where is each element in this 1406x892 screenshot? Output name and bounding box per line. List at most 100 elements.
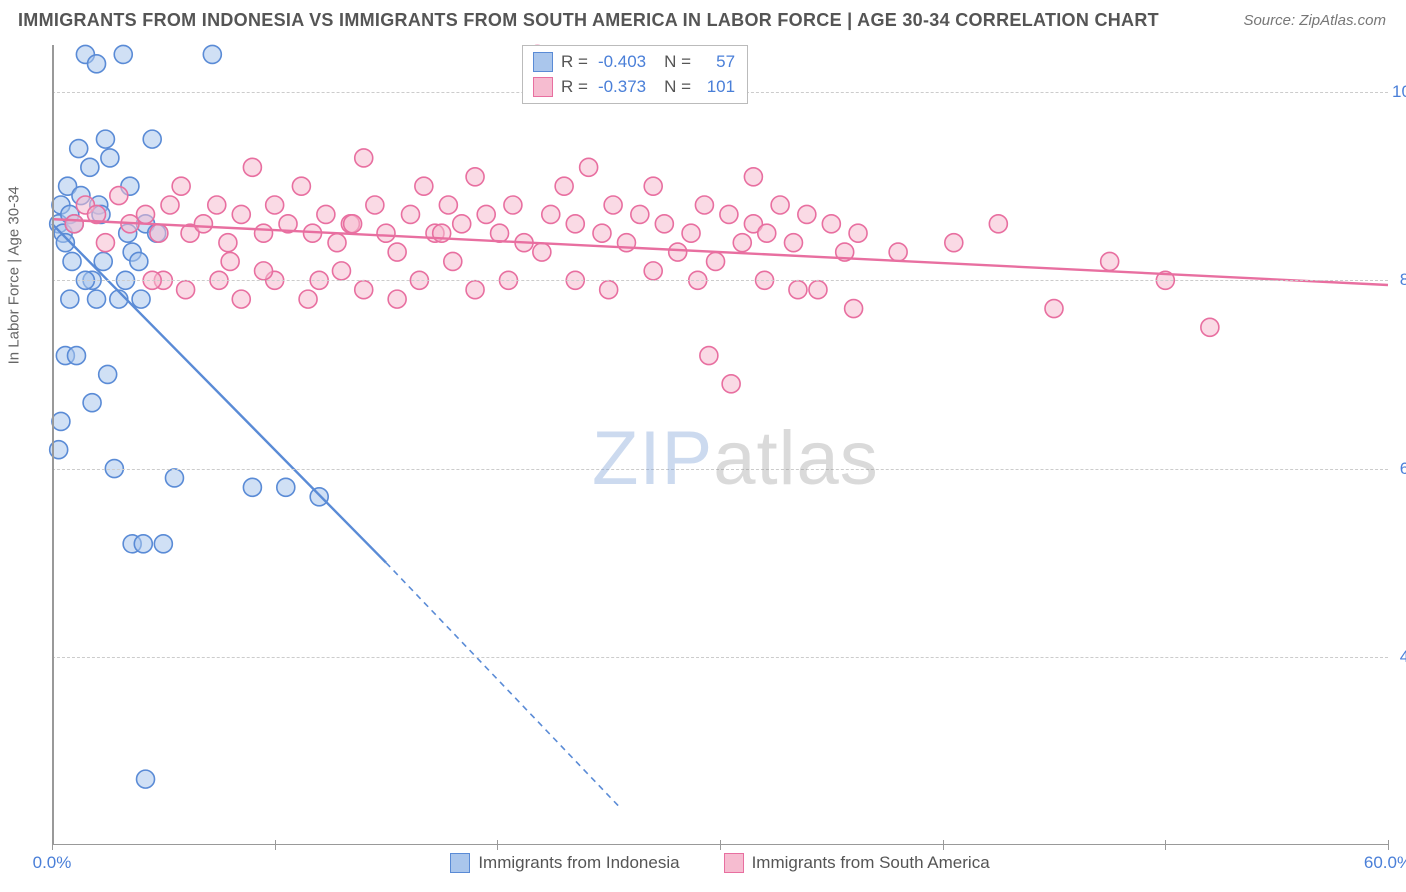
data-point [70,140,88,158]
data-point [63,252,81,270]
trend-line [52,219,1388,285]
data-point [299,290,317,308]
x-tick [1165,840,1166,850]
gridline [52,657,1388,658]
correlation-legend: R = -0.403 N = 57 R = -0.373 N = 101 [522,45,748,104]
data-point [83,394,101,412]
data-point [784,234,802,252]
bottom-legend: Immigrants from Indonesia Immigrants fro… [52,853,1388,873]
data-point [849,224,867,242]
swatch-indonesia [533,52,553,72]
gridline [52,469,1388,470]
bottom-legend-indonesia: Immigrants from Indonesia [450,853,679,873]
data-point [88,290,106,308]
y-tick-label: 40.0% [1392,647,1406,667]
data-point [154,535,172,553]
data-point [355,149,373,167]
data-point [444,252,462,270]
legend-r-label: R = [561,50,588,75]
data-point [504,196,522,214]
swatch-indonesia [450,853,470,873]
data-point [101,149,119,167]
data-point [700,347,718,365]
legend-n-label: N = [664,75,691,100]
data-point [1201,318,1219,336]
scatter-svg [52,45,1388,845]
data-point [137,205,155,223]
data-point [889,243,907,261]
y-axis [52,45,54,845]
x-tick [1388,840,1389,850]
gridline [52,280,1388,281]
data-point [243,478,261,496]
data-point [232,290,250,308]
data-point [491,224,509,242]
legend-r-label: R = [561,75,588,100]
data-point [219,234,237,252]
data-point [99,365,117,383]
data-point [137,770,155,788]
data-point [65,215,83,233]
data-point [439,196,457,214]
data-point [453,215,471,233]
data-point [744,168,762,186]
data-point [96,234,114,252]
data-point [232,205,250,223]
data-point [266,196,284,214]
y-tick-label: 60.0% [1392,459,1406,479]
y-tick-label: 100.0% [1392,82,1406,102]
data-point [593,224,611,242]
data-point [96,130,114,148]
data-point [150,224,168,242]
swatch-southamerica [724,853,744,873]
data-point [377,224,395,242]
data-point [809,281,827,299]
data-point [733,234,751,252]
data-point [566,215,584,233]
y-axis-label: In Labor Force | Age 30-34 [6,186,23,364]
legend-row-indonesia: R = -0.403 N = 57 [533,50,735,75]
chart-title: IMMIGRANTS FROM INDONESIA VS IMMIGRANTS … [18,10,1159,31]
data-point [61,290,79,308]
data-point [81,158,99,176]
data-point [255,262,273,280]
data-point [165,469,183,487]
data-point [695,196,713,214]
data-point [130,252,148,270]
y-tick-label: 80.0% [1392,270,1406,290]
data-point [720,205,738,223]
chart-container: In Labor Force | Age 30-34 40.0%60.0%80.… [52,45,1388,845]
data-point [771,196,789,214]
data-point [177,281,195,299]
data-point [143,130,161,148]
data-point [477,205,495,223]
data-point [366,196,384,214]
data-point [243,158,261,176]
data-point [415,177,433,195]
data-point [203,45,221,63]
trend-line-extrapolated [386,563,620,808]
x-tick [275,840,276,850]
data-point [682,224,700,242]
data-point [533,243,551,261]
legend-n-value-indonesia: 57 [701,50,735,75]
data-point [388,243,406,261]
data-point [132,290,150,308]
data-point [388,290,406,308]
data-point [707,252,725,270]
data-point [344,215,362,233]
series-name-southamerica: Immigrants from South America [752,853,990,873]
data-point [161,196,179,214]
x-tick [52,840,53,850]
x-tick [943,840,944,850]
data-point [114,45,132,63]
data-point [1101,252,1119,270]
data-point [555,177,573,195]
data-point [669,243,687,261]
data-point [822,215,840,233]
data-point [401,205,419,223]
data-point [292,177,310,195]
data-point [328,234,346,252]
x-tick [720,840,721,850]
data-point [466,168,484,186]
